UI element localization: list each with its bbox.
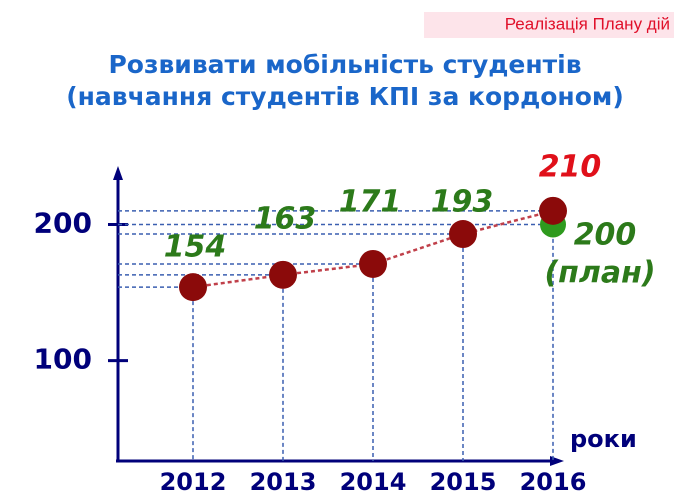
point xyxy=(539,196,567,225)
data-label: 154 xyxy=(164,230,227,265)
data-label: 210 xyxy=(539,150,602,185)
point xyxy=(449,220,477,249)
x-tick-label: 2015 xyxy=(430,468,497,496)
plan-label: 200 xyxy=(574,218,637,253)
point xyxy=(269,260,297,289)
y-tick-label: 100 xyxy=(34,343,92,376)
x-tick-label: 2014 xyxy=(340,468,407,496)
plan-note: (план) xyxy=(544,256,655,291)
x-axis-label: роки xyxy=(570,425,637,453)
y-axis-arrow xyxy=(113,166,123,180)
chart-title: (навчання студентів КПІ за кордоном) xyxy=(66,82,624,111)
point xyxy=(179,273,207,302)
data-label: 193 xyxy=(431,185,494,220)
point xyxy=(359,249,387,278)
x-tick-label: 2016 xyxy=(520,468,587,496)
y-tick-label: 200 xyxy=(34,206,92,239)
chart-title: Розвивати мобільність студентів xyxy=(108,50,581,79)
tag-box xyxy=(424,12,674,38)
x-tick-label: 2012 xyxy=(160,468,227,496)
tag: Реалізація Плану дій xyxy=(505,14,670,33)
data-label: 163 xyxy=(254,202,317,237)
x-tick-label: 2013 xyxy=(250,468,317,496)
x-axis-arrow xyxy=(550,456,564,466)
data-label: 171 xyxy=(339,185,402,220)
